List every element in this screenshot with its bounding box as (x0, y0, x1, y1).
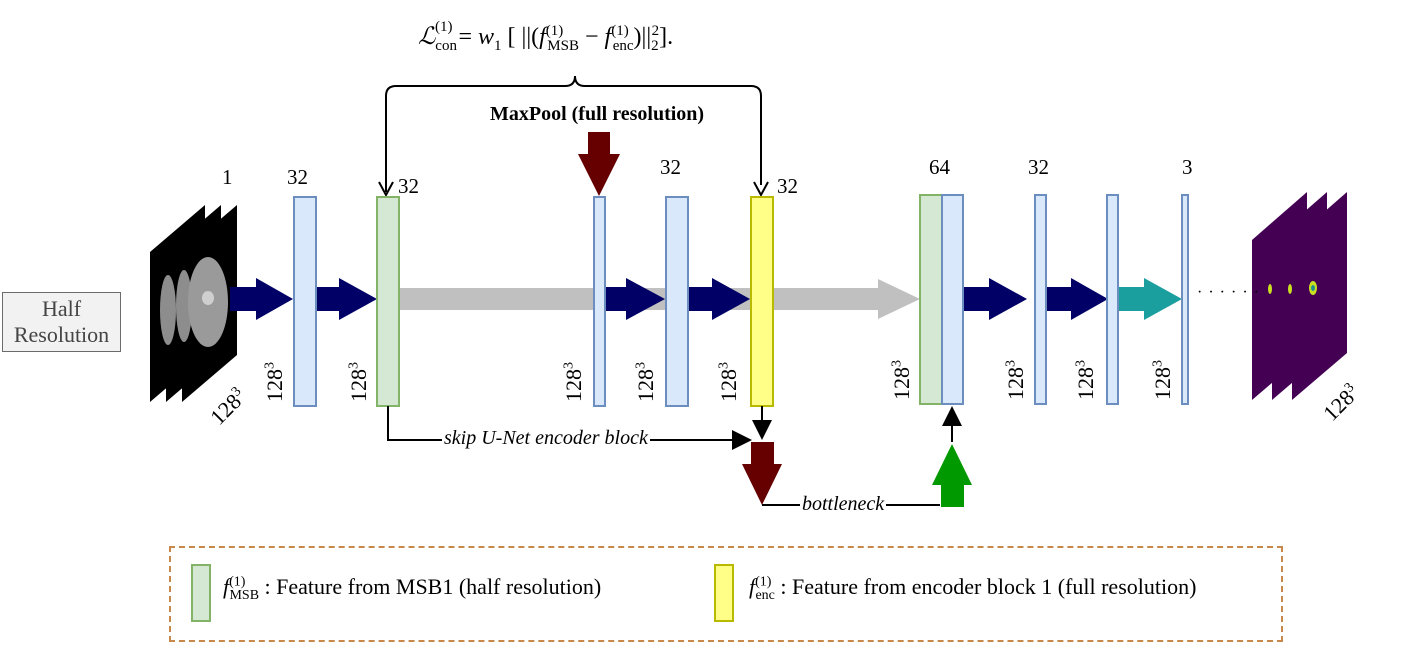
feature-map (941, 194, 964, 405)
dimension-label: 1283 (633, 362, 658, 402)
half-resolution-box: Half Resolution (2, 292, 121, 352)
half-resolution-line2: Resolution (13, 322, 110, 347)
legend-msb-swatch (191, 564, 211, 622)
feature-map (1181, 194, 1189, 405)
conv-arrow (1046, 278, 1108, 320)
input-volume (150, 205, 237, 402)
legend-box: f(1)MSB : Feature from MSB1 (half resolu… (169, 546, 1283, 642)
legend-enc-swatch (714, 564, 734, 622)
dimension-label: 1283 (1073, 360, 1098, 400)
dimension-label: 1283 (346, 362, 371, 402)
dimension-label: 1283 (1003, 360, 1028, 400)
upsample-arrow (932, 444, 972, 507)
dimension-label: 1283 (561, 362, 586, 402)
msb-feature-map (376, 196, 400, 407)
msb-feature-map (919, 194, 943, 405)
channel-count: 32 (398, 174, 419, 198)
conv-arrow (604, 278, 665, 320)
loss-bracket-left-tip (378, 181, 394, 198)
bottleneck-label: bottleneck (800, 493, 887, 516)
conv-arrow (230, 278, 293, 320)
ellipsis: · · · · · · (1197, 284, 1260, 301)
bottleneck-down-arrow (742, 442, 782, 505)
legend-msb-entry: f(1)MSB : Feature from MSB1 (half resolu… (223, 574, 602, 604)
channel-count: 32 (1028, 155, 1049, 179)
dimension-label: 1283 (262, 362, 287, 402)
feature-map (665, 196, 689, 407)
channel-count: 32 (660, 155, 681, 179)
consistency-loss-formula: ℒcon(1) = w1 [ ||(f(1)MSB − f(1)enc)||22… (418, 19, 674, 54)
maxpool-label: MaxPool (full resolution) (490, 103, 705, 125)
feature-map (593, 196, 606, 407)
channel-count: 32 (287, 165, 308, 189)
output-conv-arrow (1118, 278, 1182, 320)
half-resolution-line1: Half (41, 295, 82, 321)
maxpool-arrow (578, 132, 620, 196)
feature-map (293, 196, 317, 407)
skip-label: skip U-Net encoder block (442, 427, 650, 450)
encoder-feature-map (750, 196, 774, 407)
channel-count: 64 (929, 155, 950, 179)
conv-arrow (963, 278, 1027, 320)
conv-arrow (688, 278, 750, 320)
loss-bracket-right-tip (753, 181, 769, 198)
loss-bracket (385, 75, 762, 192)
dimension-label: 1283 (889, 360, 914, 400)
channel-count: 1 (222, 165, 233, 189)
dimension-label: 1283 (716, 362, 741, 402)
dimension-label: 1283 (1150, 360, 1175, 400)
feature-map (1034, 194, 1047, 405)
output-volume (1252, 192, 1347, 400)
legend-enc-entry: f(1)enc : Feature from encoder block 1 (… (749, 574, 1197, 604)
channel-count: 32 (777, 174, 798, 198)
conv-arrow (315, 278, 377, 320)
channel-count: 3 (1182, 155, 1193, 179)
feature-map (1106, 194, 1119, 405)
